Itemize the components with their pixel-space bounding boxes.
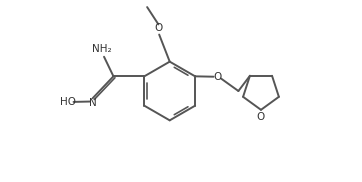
- Text: O: O: [214, 72, 222, 82]
- Text: O: O: [257, 112, 265, 122]
- Text: HO: HO: [60, 97, 76, 107]
- Text: N: N: [89, 98, 97, 108]
- Text: NH₂: NH₂: [92, 44, 112, 54]
- Text: O: O: [154, 23, 163, 33]
